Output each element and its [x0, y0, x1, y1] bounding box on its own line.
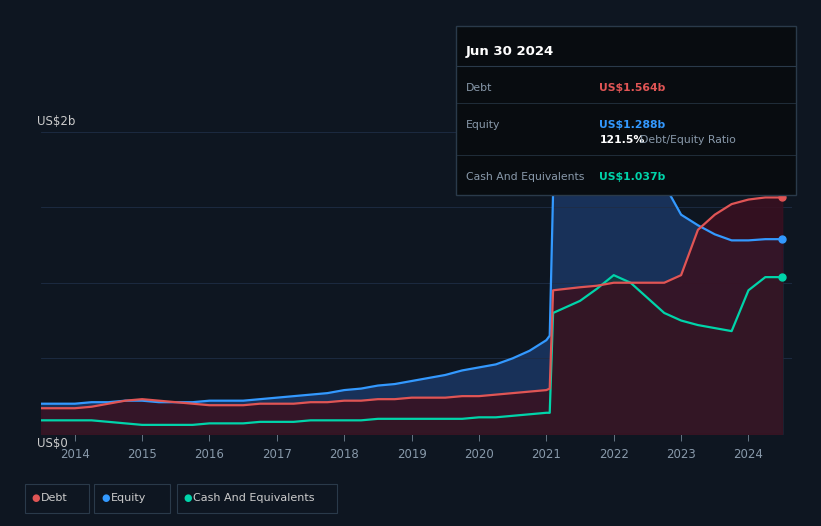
Text: Debt: Debt [41, 493, 68, 503]
Text: 121.5%: 121.5% [599, 135, 644, 146]
Text: US$2b: US$2b [37, 116, 76, 128]
Text: Debt/Equity Ratio: Debt/Equity Ratio [640, 135, 736, 146]
Text: Debt: Debt [466, 83, 492, 93]
Text: Cash And Equivalents: Cash And Equivalents [466, 172, 584, 183]
Text: US$1.288b: US$1.288b [599, 119, 666, 130]
Text: ●: ● [183, 493, 191, 503]
Text: Equity: Equity [111, 493, 146, 503]
Text: US$1.564b: US$1.564b [599, 83, 666, 93]
Text: US$1.037b: US$1.037b [599, 172, 666, 183]
Text: Jun 30 2024: Jun 30 2024 [466, 45, 553, 58]
Text: ●: ● [31, 493, 39, 503]
Text: Equity: Equity [466, 119, 500, 130]
Text: US$0: US$0 [37, 437, 68, 450]
Text: Cash And Equivalents: Cash And Equivalents [193, 493, 314, 503]
Text: ●: ● [101, 493, 109, 503]
